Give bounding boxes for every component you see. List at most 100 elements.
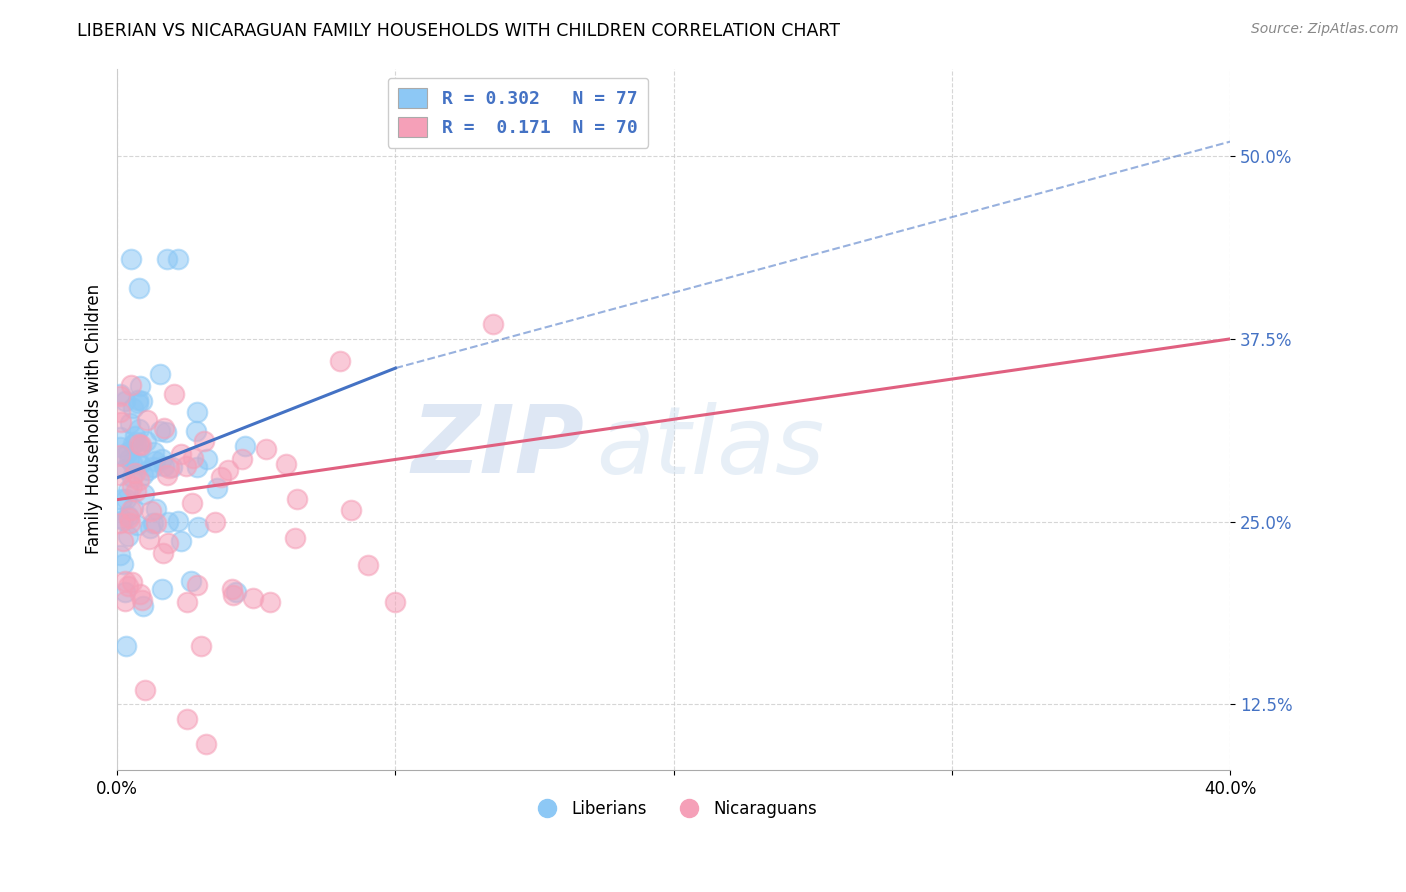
Point bbox=[128, 457, 150, 471]
Point bbox=[108, 405, 131, 419]
Point bbox=[117, 579, 139, 593]
Point bbox=[121, 401, 143, 416]
Point bbox=[254, 442, 277, 456]
Point bbox=[156, 535, 179, 549]
Point bbox=[160, 460, 183, 475]
Point bbox=[276, 457, 298, 471]
Point bbox=[115, 492, 138, 507]
Point bbox=[129, 440, 152, 454]
Point bbox=[225, 585, 247, 599]
Point bbox=[145, 516, 167, 530]
Point bbox=[114, 585, 136, 599]
Point bbox=[186, 578, 208, 592]
Point bbox=[127, 456, 149, 470]
Point bbox=[128, 422, 150, 436]
Point bbox=[114, 574, 136, 588]
Point bbox=[149, 425, 172, 439]
Point bbox=[110, 415, 132, 429]
Point bbox=[125, 434, 148, 449]
Point bbox=[125, 483, 148, 498]
Point bbox=[157, 461, 180, 475]
Point bbox=[127, 518, 149, 533]
Point bbox=[156, 467, 179, 482]
Point bbox=[121, 456, 143, 470]
Point bbox=[138, 532, 160, 546]
Point bbox=[153, 421, 176, 435]
Point bbox=[150, 582, 173, 596]
Point bbox=[204, 515, 226, 529]
Text: ZIP: ZIP bbox=[412, 401, 585, 493]
Point bbox=[132, 487, 155, 501]
Point bbox=[131, 593, 153, 607]
Point bbox=[222, 588, 245, 602]
Point bbox=[284, 531, 307, 545]
Text: Source: ZipAtlas.com: Source: ZipAtlas.com bbox=[1251, 22, 1399, 37]
Point bbox=[120, 252, 142, 266]
Point bbox=[108, 467, 131, 482]
Point bbox=[142, 516, 165, 530]
Point bbox=[112, 449, 135, 463]
Point bbox=[482, 318, 505, 332]
Point bbox=[111, 491, 134, 506]
Point bbox=[329, 353, 352, 368]
Point bbox=[181, 496, 204, 510]
Point bbox=[122, 501, 145, 516]
Point bbox=[121, 436, 143, 450]
Point bbox=[155, 425, 177, 439]
Point bbox=[384, 595, 406, 609]
Point bbox=[114, 462, 136, 476]
Point bbox=[176, 595, 198, 609]
Point bbox=[114, 393, 136, 408]
Point bbox=[285, 491, 308, 506]
Point bbox=[124, 467, 146, 481]
Point bbox=[132, 467, 155, 482]
Point bbox=[142, 459, 165, 474]
Point bbox=[108, 386, 131, 401]
Point bbox=[170, 534, 193, 549]
Point bbox=[136, 412, 159, 426]
Point bbox=[108, 388, 131, 402]
Point bbox=[112, 557, 135, 571]
Point bbox=[163, 387, 186, 401]
Point bbox=[139, 504, 162, 518]
Point bbox=[207, 481, 229, 495]
Point bbox=[193, 434, 215, 448]
Point bbox=[114, 639, 136, 653]
Point bbox=[108, 516, 131, 530]
Point bbox=[136, 463, 159, 477]
Point bbox=[190, 639, 212, 653]
Point bbox=[135, 434, 157, 448]
Point bbox=[152, 546, 174, 560]
Point bbox=[174, 459, 197, 474]
Point bbox=[108, 448, 131, 462]
Point bbox=[121, 503, 143, 517]
Point bbox=[134, 682, 156, 697]
Point bbox=[138, 521, 160, 535]
Point bbox=[149, 367, 172, 381]
Point bbox=[108, 511, 131, 525]
Point bbox=[242, 591, 264, 605]
Point bbox=[221, 582, 243, 597]
Point bbox=[112, 533, 135, 548]
Text: atlas: atlas bbox=[596, 401, 824, 492]
Point bbox=[195, 737, 218, 751]
Point bbox=[231, 452, 253, 467]
Y-axis label: Family Households with Children: Family Households with Children bbox=[86, 285, 103, 554]
Point bbox=[118, 516, 141, 530]
Point bbox=[108, 548, 131, 562]
Point bbox=[127, 392, 149, 407]
Point bbox=[121, 470, 143, 484]
Point bbox=[186, 424, 208, 438]
Point bbox=[195, 452, 218, 467]
Legend: Liberians, Nicaraguans: Liberians, Nicaraguans bbox=[523, 794, 824, 825]
Point bbox=[167, 252, 190, 266]
Point bbox=[117, 445, 139, 459]
Point bbox=[145, 502, 167, 516]
Point bbox=[128, 473, 150, 487]
Point bbox=[176, 712, 198, 726]
Point bbox=[111, 512, 134, 526]
Point bbox=[186, 405, 208, 419]
Point bbox=[143, 445, 166, 459]
Point bbox=[339, 503, 361, 517]
Point bbox=[120, 377, 142, 392]
